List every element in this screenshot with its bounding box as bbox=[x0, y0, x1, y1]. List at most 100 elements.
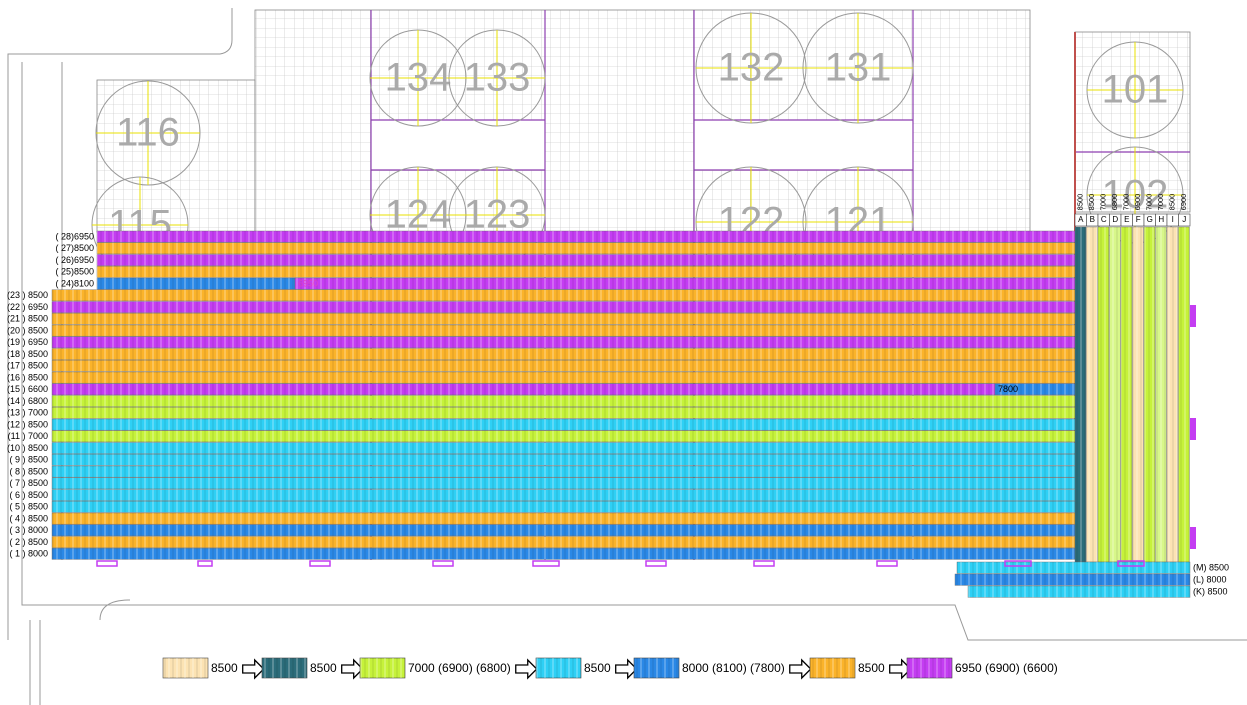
rack-hatch bbox=[52, 548, 1075, 559]
legend-label: 8000 (8100) (7800) bbox=[682, 661, 785, 675]
legend-label: 6950 (6900) (6600) bbox=[955, 661, 1058, 675]
column-letter: A bbox=[1078, 215, 1084, 224]
row-label: (20 ) 8500 bbox=[7, 325, 48, 335]
column-letter: J bbox=[1182, 215, 1186, 224]
legend-label: 8500 bbox=[211, 661, 238, 675]
row-label: (L) 8000 bbox=[1193, 574, 1227, 584]
legend-hatch bbox=[634, 658, 679, 678]
column-letter: I bbox=[1172, 215, 1174, 224]
column-value: 6900 bbox=[1179, 194, 1188, 211]
legend-arrow bbox=[243, 660, 264, 678]
legend-arrow bbox=[516, 660, 537, 678]
rack-hatch bbox=[97, 278, 295, 289]
rack-hatch bbox=[52, 490, 1075, 501]
door bbox=[97, 561, 117, 566]
tank-label: 101 bbox=[1102, 68, 1169, 112]
rack-hatch bbox=[1179, 227, 1190, 562]
row-label: ( 7 ) 8500 bbox=[9, 478, 48, 488]
rack-hatch bbox=[52, 302, 1075, 313]
door bbox=[433, 561, 453, 566]
rack-hatch bbox=[52, 372, 1075, 383]
tank-label: 132 bbox=[718, 46, 785, 90]
grid-area bbox=[97, 10, 1190, 232]
rack-hatch bbox=[52, 290, 1075, 301]
legend-hatch bbox=[907, 658, 952, 678]
door bbox=[1190, 305, 1196, 327]
rack-hatch bbox=[295, 278, 1075, 289]
row-label: (10 ) 8500 bbox=[7, 443, 48, 453]
door bbox=[198, 561, 212, 566]
rack-hatch bbox=[52, 325, 1075, 336]
row-note: 6950 bbox=[298, 278, 318, 288]
legend-hatch bbox=[536, 658, 581, 678]
row-label: (M) 8500 bbox=[1193, 562, 1229, 572]
column-letter: C bbox=[1101, 215, 1107, 224]
rack-hatch bbox=[955, 574, 1190, 585]
column-value: 8500 bbox=[1087, 194, 1096, 211]
column-letter: G bbox=[1147, 215, 1153, 224]
rack-hatch bbox=[52, 349, 1075, 360]
row-label: ( 5 ) 8500 bbox=[9, 502, 48, 512]
rack-hatch bbox=[1087, 227, 1098, 562]
door bbox=[1190, 418, 1196, 440]
legend-label: 8500 bbox=[310, 661, 337, 675]
row-label: ( 4 ) 8500 bbox=[9, 513, 48, 523]
rack-hatch bbox=[957, 562, 1190, 573]
row-label: ( 24)8100 bbox=[55, 278, 94, 288]
tank-label: 134 bbox=[385, 56, 452, 100]
rack-columns: A8500B8500C7000D6800E7000F6900G7000H7000… bbox=[1075, 194, 1196, 562]
column-value: 7000 bbox=[1145, 194, 1154, 211]
door bbox=[533, 561, 559, 566]
rack-hatch bbox=[97, 255, 1075, 266]
column-value: 7000 bbox=[1156, 194, 1165, 211]
legend-hatch bbox=[360, 658, 405, 678]
row-label: ( 2 ) 8500 bbox=[9, 537, 48, 547]
rack-hatch bbox=[52, 384, 995, 395]
floor-plan: 116115134133124123132131122121101102 ( 2… bbox=[0, 0, 1247, 705]
row-label: ( 26)6950 bbox=[55, 255, 94, 265]
door bbox=[310, 561, 330, 566]
row-label: (K) 8500 bbox=[1193, 586, 1228, 596]
rack-hatch bbox=[1156, 227, 1167, 562]
row-label: (22 ) 6950 bbox=[7, 302, 48, 312]
rack-hatch bbox=[1144, 227, 1155, 562]
rack-hatch bbox=[52, 419, 1075, 430]
legend-arrow bbox=[616, 660, 637, 678]
rack-hatch bbox=[52, 501, 1075, 512]
rack-hatch bbox=[1110, 227, 1121, 562]
row-label: ( 3 ) 8000 bbox=[9, 525, 48, 535]
row-label: (12 ) 8500 bbox=[7, 419, 48, 429]
legend-label: 7000 (6900) (6800) bbox=[408, 661, 511, 675]
rack-hatch bbox=[97, 243, 1075, 254]
row-label: (16 ) 8500 bbox=[7, 372, 48, 382]
row-note: 7800 bbox=[998, 384, 1018, 394]
row-label: (14 ) 6800 bbox=[7, 396, 48, 406]
rack-hatch bbox=[52, 525, 1075, 536]
rack-hatch bbox=[52, 337, 1075, 348]
column-value: 8500 bbox=[1168, 194, 1177, 211]
row-label: ( 6 ) 8500 bbox=[9, 490, 48, 500]
legend-arrow bbox=[342, 660, 363, 678]
row-label: (23 ) 8500 bbox=[7, 290, 48, 300]
column-value: 6900 bbox=[1133, 194, 1142, 211]
column-letter: B bbox=[1090, 215, 1095, 224]
row-label: (19 ) 6950 bbox=[7, 337, 48, 347]
rack-hatch bbox=[52, 478, 1075, 489]
rack-hatch bbox=[52, 454, 1075, 465]
rack-hatch bbox=[97, 231, 1075, 242]
legend-hatch bbox=[262, 658, 307, 678]
tank-label: 123 bbox=[464, 193, 531, 237]
rack-hatch bbox=[52, 537, 1075, 548]
row-label: ( 9 ) 8500 bbox=[9, 455, 48, 465]
column-value: 7000 bbox=[1122, 194, 1131, 211]
row-label: (13 ) 7000 bbox=[7, 408, 48, 418]
bottom-rows: (M) 8500 (L) 8000 (K) 8500 bbox=[97, 561, 1229, 597]
row-label: ( 1 ) 8000 bbox=[9, 549, 48, 559]
legend-label: 8500 bbox=[858, 661, 885, 675]
tank-label: 133 bbox=[464, 56, 531, 100]
door bbox=[754, 561, 774, 566]
rack-hatch bbox=[1167, 227, 1178, 562]
row-label: ( 8 ) 8500 bbox=[9, 466, 48, 476]
rack-rows: ( 28)6950( 27)8500( 26)6950( 25)8500( 24… bbox=[7, 231, 1075, 559]
tank-label: 131 bbox=[825, 46, 892, 90]
